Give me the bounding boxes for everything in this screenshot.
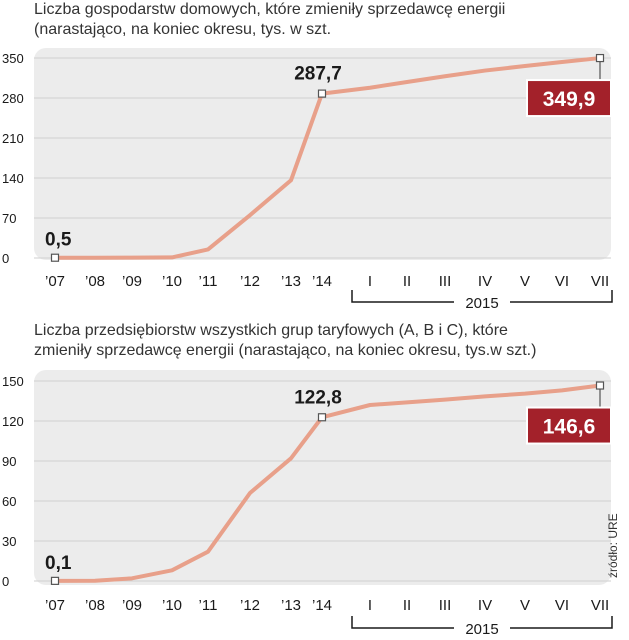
chart-2-y-tick-label: 0 bbox=[2, 574, 9, 589]
chart-2-x-tick-label: III bbox=[439, 597, 452, 614]
chart-2-title-line1: Liczba przedsiębiorstw wszystkich grup t… bbox=[34, 322, 508, 339]
chart-1-x-tick-label: IV bbox=[478, 273, 492, 290]
chart-1-y-tick-label: 70 bbox=[2, 211, 16, 226]
chart-1-x-tick-label: ’08 bbox=[85, 273, 105, 290]
chart-1-title-line1: Liczba gospodarstw domowych, które zmien… bbox=[34, 1, 506, 18]
chart-1-data-label: 287,7 bbox=[294, 64, 342, 85]
chart-2-highlight-value-label: 146,6 bbox=[543, 416, 596, 439]
chart-2-title: Liczba przedsiębiorstw wszystkich grup t… bbox=[34, 321, 624, 361]
chart-2-y-tick-label: 60 bbox=[2, 494, 16, 509]
chart-2-x-tick-label: ’09 bbox=[122, 597, 142, 614]
chart-1-title-line2: (narastająco, na koniec okresu, tys. w s… bbox=[34, 21, 332, 38]
chart-1-x-tick-label: VI bbox=[555, 273, 569, 290]
chart-1-highlight-value-label: 349,9 bbox=[543, 88, 596, 111]
chart-2-x-tick-label: ’10 bbox=[162, 597, 182, 614]
chart-1-x-tick-label: ’07 bbox=[45, 273, 65, 290]
chart-2-data-label: 122,8 bbox=[294, 387, 342, 408]
chart-2-data-point-marker bbox=[595, 381, 605, 390]
chart-2-x-tick-label: V bbox=[520, 597, 530, 614]
chart-1-year-label-bg bbox=[454, 292, 510, 312]
chart-1-highlight-box bbox=[526, 79, 612, 118]
chart-2-data-label: 0,1 bbox=[45, 553, 72, 574]
chart-2-x-tick-label: IV bbox=[478, 597, 492, 614]
chart-2-x-tick-label: ’08 bbox=[85, 597, 105, 614]
chart-2-x-tick-label: ’14 bbox=[312, 597, 332, 614]
chart-1-x-tick-label: III bbox=[439, 273, 452, 290]
chart-2-x-tick-label: VI bbox=[555, 597, 569, 614]
chart-2-plot-area bbox=[34, 370, 611, 585]
chart-2-x-tick-label: ’07 bbox=[45, 597, 65, 614]
chart-1-y-tick-label: 350 bbox=[2, 51, 24, 66]
chart-1-y-tick-label: 140 bbox=[2, 171, 24, 186]
chart-1-data-point-marker bbox=[317, 89, 327, 98]
chart-2-y-tick-label: 120 bbox=[2, 414, 24, 429]
chart-1-x-tick-label: II bbox=[403, 273, 411, 290]
chart-1-title: Liczba gospodarstw domowych, które zmien… bbox=[34, 0, 624, 40]
chart-1-data-label: 0,5 bbox=[45, 230, 72, 251]
chart-1-x-tick-label: ’13 bbox=[281, 273, 301, 290]
chart-2-data-point-marker bbox=[50, 576, 60, 585]
chart-1-x-tick-label: ’14 bbox=[312, 273, 332, 290]
chart-2-x-tick-label: ’13 bbox=[281, 597, 301, 614]
chart-2-highlight-box bbox=[526, 406, 612, 445]
chart-1-y-tick-label: 210 bbox=[2, 131, 24, 146]
chart-1-year-group-label: 2015 bbox=[465, 295, 498, 312]
chart-1-y-tick-label: 0 bbox=[2, 251, 9, 266]
source-note: źródło: URE bbox=[606, 513, 620, 578]
chart-2-y-tick-label: 30 bbox=[2, 534, 16, 549]
chart-1-x-tick-label: ’12 bbox=[240, 273, 260, 290]
chart-2-year-group-label: 2015 bbox=[465, 621, 498, 638]
chart-2-x-tick-label: II bbox=[403, 597, 411, 614]
chart-2-y-tick-label: 90 bbox=[2, 454, 16, 469]
chart-2-title-line2: zmieniły sprzedawcę energii (narastająco… bbox=[34, 342, 537, 359]
chart-1-data-point-marker bbox=[50, 253, 60, 262]
chart-1-x-tick-label: I bbox=[368, 273, 372, 290]
chart-2-data-point-marker bbox=[317, 413, 327, 422]
chart-1-x-tick-label: VII bbox=[591, 273, 609, 290]
chart-2-x-tick-label: I bbox=[368, 597, 372, 614]
chart-2-y-tick-label: 150 bbox=[2, 374, 24, 389]
chart-1-x-tick-label: ’10 bbox=[162, 273, 182, 290]
chart-2-x-tick-label: ’12 bbox=[240, 597, 260, 614]
chart-1-y-tick-label: 280 bbox=[2, 91, 24, 106]
chart-2-year-label-bg bbox=[454, 618, 510, 638]
chart-2-x-tick-label: VII bbox=[591, 597, 609, 614]
chart-1-x-tick-label: ’09 bbox=[122, 273, 142, 290]
chart-1-plot-area bbox=[34, 48, 611, 260]
chart-2-x-tick-label: ’11 bbox=[199, 597, 218, 614]
chart-1-x-tick-label: ’11 bbox=[199, 273, 218, 290]
chart-1-x-tick-label: V bbox=[520, 273, 530, 290]
chart-1-data-point-marker bbox=[595, 53, 605, 63]
